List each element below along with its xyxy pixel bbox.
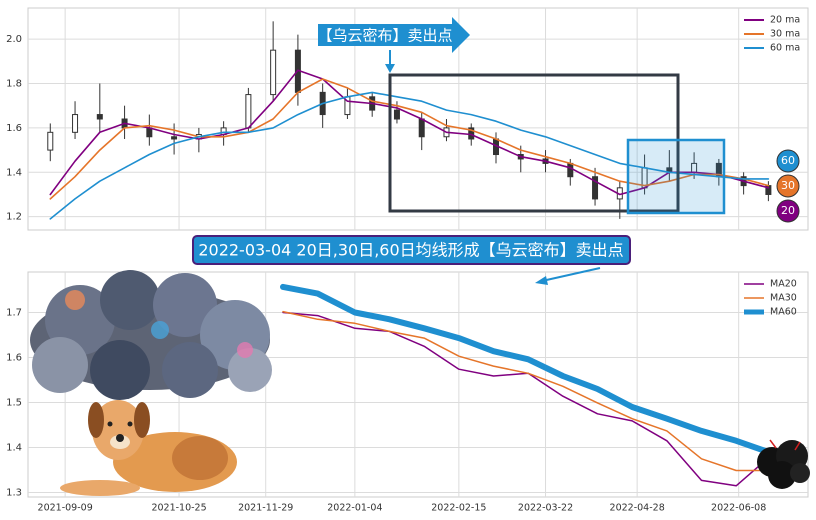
legend-label: MA30 xyxy=(770,293,797,304)
y-tick-label: 1.4 xyxy=(6,443,22,454)
x-tick-label: 2021-09-09 xyxy=(38,503,93,514)
legend-label: MA20 xyxy=(770,279,797,290)
badge xyxy=(776,199,800,223)
ma-line xyxy=(49,91,770,220)
x-tick-label: 2021-10-25 xyxy=(151,503,206,514)
y-tick-label: 1.3 xyxy=(6,488,22,499)
candle-body xyxy=(245,94,252,129)
x-tick-label: 2022-02-15 xyxy=(431,503,486,514)
y-tick-label: 1.5 xyxy=(6,398,22,409)
candle-body xyxy=(567,162,574,178)
candle-body xyxy=(72,114,79,133)
signal-box xyxy=(388,73,680,213)
dark-cloud-image xyxy=(757,439,810,489)
candle-body xyxy=(96,114,103,120)
x-tick-label: 2022-06-08 xyxy=(711,503,766,514)
banner xyxy=(192,235,631,265)
x-tick-label: 2022-03-22 xyxy=(518,503,573,514)
y-tick-label: 1.8 xyxy=(6,78,22,89)
y-tick-label: 1.7 xyxy=(6,308,22,319)
candle-body xyxy=(418,118,425,138)
banner-pointer xyxy=(541,267,601,282)
zoom-box xyxy=(626,138,726,215)
y-tick-label: 1.6 xyxy=(6,353,22,364)
legend-label: 60 ma xyxy=(770,43,800,54)
dog-image xyxy=(60,400,237,496)
callout-text: 【乌云密布】卖出点 xyxy=(317,27,452,45)
banner-text: 2022-03-04 20日,30日,60日均线形成【乌云密布】卖出点 xyxy=(198,241,623,260)
candle-body xyxy=(47,131,54,151)
y-tick-label: 1.6 xyxy=(6,123,22,134)
callout-arrow xyxy=(318,17,470,53)
ma-line xyxy=(282,310,772,472)
legend-label: MA60 xyxy=(770,307,797,318)
candle-body xyxy=(270,49,277,96)
candle-body xyxy=(171,136,178,140)
badge xyxy=(776,149,800,173)
candle-body xyxy=(146,127,153,138)
cloud-image xyxy=(30,270,272,400)
badge xyxy=(776,174,800,198)
x-tick-label: 2021-11-29 xyxy=(238,503,293,514)
ma-line xyxy=(280,283,774,456)
candle-body xyxy=(468,127,475,140)
candle-body xyxy=(393,109,400,120)
badge-text: 60 xyxy=(781,154,795,167)
banner-pointer-head xyxy=(535,276,548,285)
legend-label: 20 ma xyxy=(770,15,800,26)
ma-line xyxy=(49,78,770,200)
x-tick-label: 2022-04-28 xyxy=(610,503,665,514)
y-tick-label: 1.2 xyxy=(6,212,22,223)
badge-text: 20 xyxy=(781,204,795,217)
legend-label: 30 ma xyxy=(770,29,800,40)
candle-body xyxy=(592,176,599,200)
pointer-head xyxy=(385,64,395,73)
badge-text: 30 xyxy=(781,179,795,192)
x-tick-label: 2022-01-04 xyxy=(327,503,382,514)
y-tick-label: 2.0 xyxy=(6,34,22,45)
y-tick-label: 1.4 xyxy=(6,167,22,178)
